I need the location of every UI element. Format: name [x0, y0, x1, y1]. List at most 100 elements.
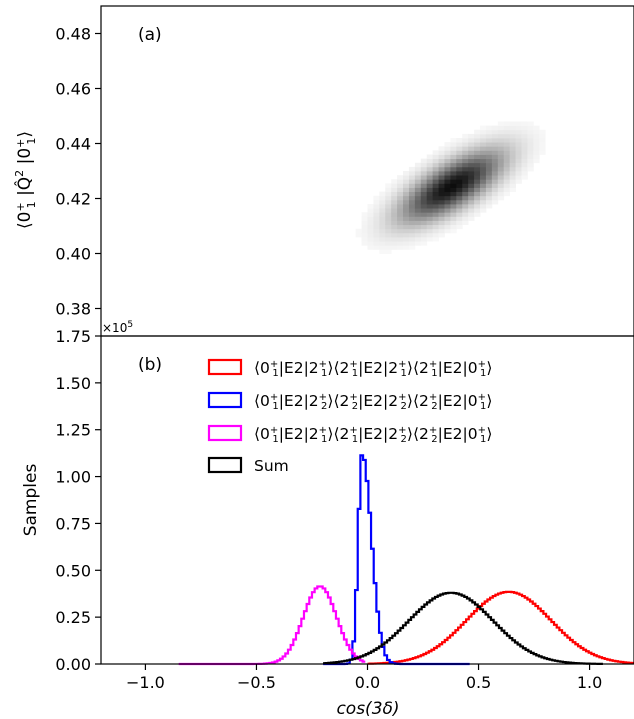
legend-part: |E2|2 [358, 425, 398, 443]
legend-part: + [270, 392, 278, 403]
legend-swatch [207, 424, 243, 442]
legend-part: ⟨0 [254, 425, 270, 443]
legend-part: 1 [480, 368, 486, 379]
density-cell [485, 179, 493, 184]
density-cell [527, 162, 534, 168]
density-cell [397, 175, 404, 180]
legend-part: 1 [272, 401, 278, 412]
density-cell [367, 237, 374, 242]
density-cell [367, 224, 374, 230]
density-cell [385, 183, 392, 188]
density-cell [385, 208, 392, 213]
density-cell [533, 158, 540, 164]
density-cell [456, 187, 463, 193]
density-cell [408, 183, 416, 188]
density-cell [385, 199, 392, 205]
density-cell [408, 232, 416, 238]
legend-part: 1 [272, 434, 278, 445]
density-cell [462, 183, 469, 188]
density-cell [432, 216, 439, 221]
density-cell [408, 199, 416, 205]
density-cell [414, 204, 422, 209]
density-cell [420, 228, 428, 234]
density-cell [515, 150, 522, 155]
density-cell [450, 224, 457, 230]
density-cell [397, 183, 404, 188]
density-cell [480, 183, 487, 188]
density-cell [432, 237, 439, 242]
density-cell [491, 162, 499, 168]
density-cell [367, 228, 374, 234]
density-cell [462, 133, 469, 139]
density-cell [361, 228, 368, 234]
legend-part: ⟨0 [254, 392, 270, 410]
density-cell [509, 158, 516, 164]
y-label-part: + [14, 139, 27, 148]
density-cell [414, 166, 422, 172]
density-cell [527, 146, 534, 151]
density-cell [480, 154, 487, 160]
density-cell [367, 216, 374, 221]
density-cell [408, 241, 416, 246]
density-cell [491, 129, 499, 135]
density-cell [468, 146, 475, 151]
density-cell [432, 183, 439, 188]
density-cell [379, 212, 386, 217]
density-cell [414, 199, 422, 205]
density-cell [391, 232, 398, 238]
density-cell [438, 224, 445, 230]
density-cell [462, 162, 469, 168]
x-tick-label: 0.5 [466, 673, 491, 692]
density-cell [450, 162, 457, 168]
density-cell [474, 183, 481, 188]
density-cell [503, 125, 511, 131]
density-cell [509, 121, 516, 127]
density-cell [361, 216, 368, 221]
legend-part: + [478, 359, 486, 370]
legend-part: + [429, 425, 437, 436]
density-cell [491, 199, 499, 205]
y-tick-label: 0.42 [55, 190, 91, 209]
density-cell [468, 158, 475, 164]
density-cell [397, 245, 404, 250]
y-label-part: + [14, 202, 27, 211]
density-cell [497, 150, 505, 155]
density-cell [397, 228, 404, 234]
panel-a: 0.380.400.420.440.460.48 (a) ⟨0+1 |Q̂2 |… [13, 5, 634, 337]
density-cell [432, 199, 439, 205]
density-cell [497, 195, 505, 201]
density-cell [485, 133, 493, 139]
density-cell [462, 187, 469, 193]
density-cell [509, 187, 516, 193]
density-cell [509, 129, 516, 135]
density-cell [420, 195, 428, 201]
density-cell [450, 204, 457, 209]
density-cell [462, 216, 469, 221]
density-cell [485, 175, 493, 180]
density-cell [515, 175, 522, 180]
legend-part: ⟩⟨2 [327, 425, 349, 443]
density-cell [444, 224, 451, 230]
density-cell [521, 171, 528, 176]
density-cell [444, 195, 451, 201]
density-cell [491, 175, 499, 180]
panel-b-x-axis-title: cos(3δ) [336, 699, 399, 719]
density-cell [485, 199, 493, 205]
density-cell [414, 241, 422, 246]
density-cell [503, 187, 511, 193]
density-cell [462, 150, 469, 155]
x-tick-label: −0.5 [237, 673, 276, 692]
x-tick-label: 1.0 [577, 673, 602, 692]
density-cell [503, 121, 511, 127]
density-cell [414, 224, 422, 230]
legend-part: 2 [431, 401, 437, 412]
density-cell [527, 166, 534, 172]
density-cell [462, 199, 469, 205]
density-cell [497, 175, 505, 180]
density-cell [462, 154, 469, 160]
density-cell [456, 158, 463, 164]
density-cell [420, 220, 428, 226]
density-cell [485, 191, 493, 197]
density-cell [420, 191, 428, 197]
density-cell [468, 199, 475, 205]
